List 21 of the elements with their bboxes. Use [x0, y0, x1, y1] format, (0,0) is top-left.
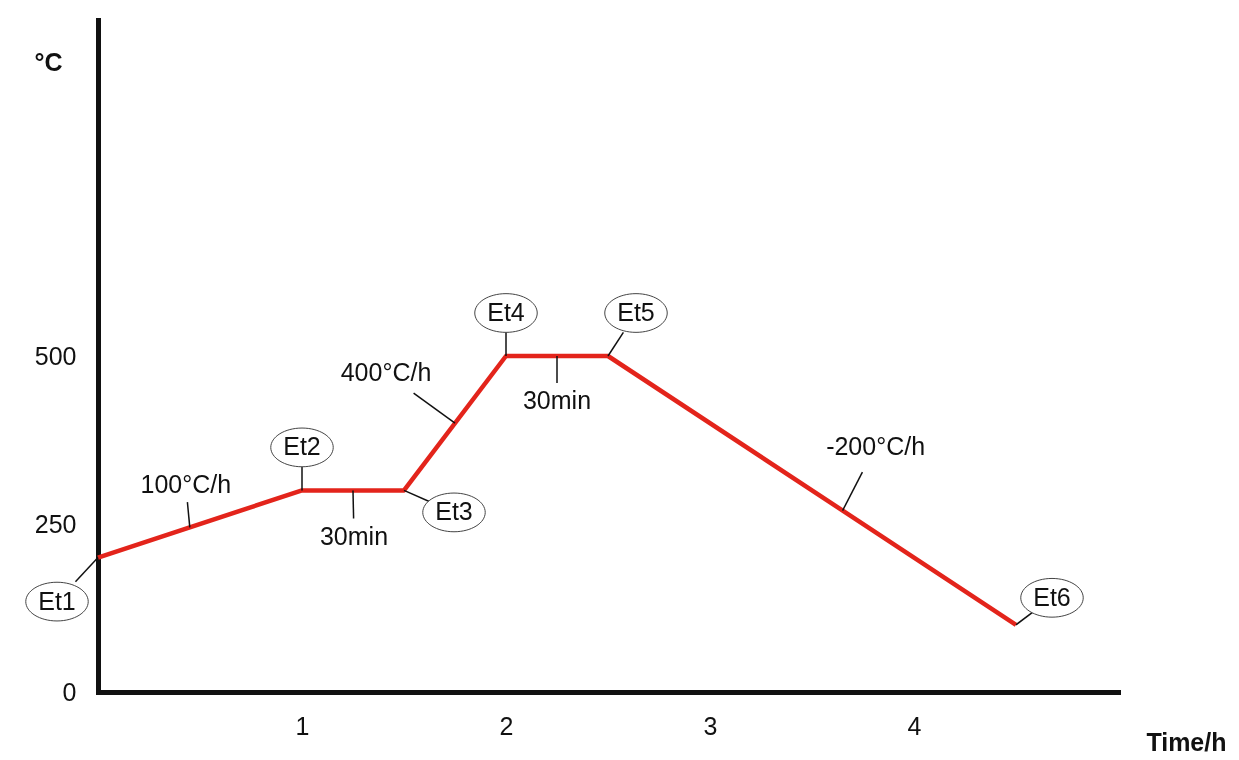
x-tick-label: 2 [499, 711, 514, 740]
annotation: 30min [522, 386, 592, 414]
y-tick-label: 500 [34, 341, 77, 370]
annotation: Et5 [617, 298, 655, 326]
x-tick-label: 3 [703, 711, 718, 740]
line-series [95, 353, 1019, 628]
annotation: Et2 [283, 432, 321, 461]
annotation: Et3 [435, 497, 473, 526]
annotation: 100°C/h [140, 470, 232, 499]
annotation: 400°C/h [340, 358, 432, 387]
annotation: Et1 [38, 586, 76, 615]
annotation: Et4 [487, 298, 525, 326]
y-axis-title: °C [34, 47, 63, 76]
annotation: -200°C/h [826, 431, 926, 460]
x-axis-title: Time/h [1146, 727, 1227, 756]
x-tick-label: 4 [907, 711, 922, 740]
annotation: 30min [319, 522, 389, 551]
x-tick-label: 1 [295, 711, 310, 740]
y-tick-label: 0 [62, 677, 77, 706]
y-tick-label: 250 [34, 509, 77, 538]
annotation: Et6 [1033, 582, 1071, 611]
